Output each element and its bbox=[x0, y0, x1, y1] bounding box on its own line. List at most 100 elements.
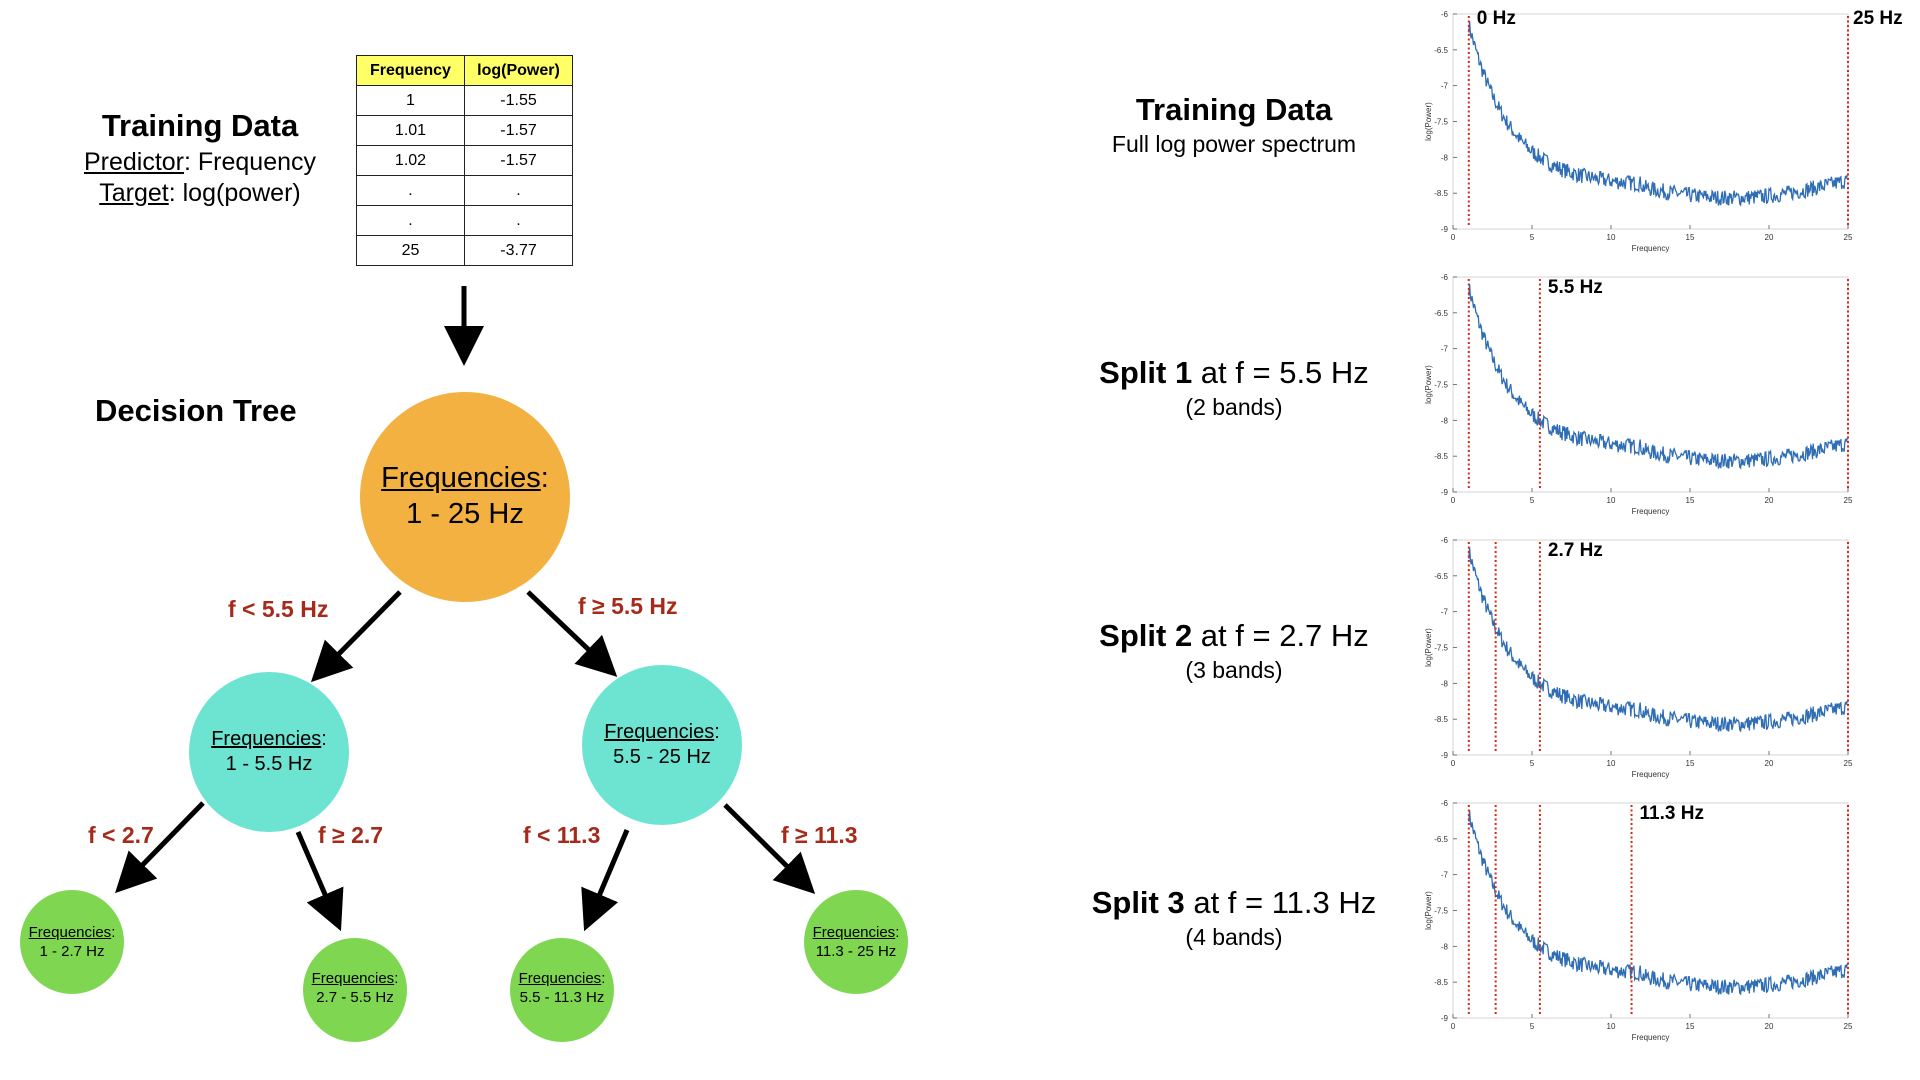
node-root bbox=[360, 392, 570, 602]
edge-right-rr bbox=[723, 803, 816, 895]
y-tick-label: -7 bbox=[1441, 345, 1449, 354]
panel-3-heading: Split 3 at f = 11.3 Hz bbox=[1044, 885, 1424, 921]
y-tick-label: -8.5 bbox=[1434, 978, 1448, 987]
node-label: Frequencies bbox=[812, 924, 896, 941]
x-tick-label: 5 bbox=[1530, 233, 1535, 242]
training-data-title: Training Data bbox=[101, 108, 299, 143]
node-range: 1 - 25 Hz bbox=[406, 498, 524, 531]
panel-3-title: Split 3 at f = 11.3 Hz (4 bands) bbox=[1044, 885, 1424, 951]
y-axis-label: log(Power) bbox=[1424, 628, 1433, 667]
predictor-line: Predictor: Frequency bbox=[60, 148, 340, 177]
panel-title-bold: Split 3 bbox=[1091, 885, 1185, 920]
x-tick-label: 10 bbox=[1607, 233, 1616, 242]
edge-left-lr bbox=[295, 831, 344, 932]
table-cell: -1.55 bbox=[464, 85, 573, 116]
split-top-label: 11.3 Hz bbox=[1640, 803, 1704, 824]
x-tick-label: 5 bbox=[1530, 496, 1535, 505]
panel-title-rest: at f = 11.3 Hz bbox=[1184, 885, 1377, 920]
x-tick-label: 10 bbox=[1607, 759, 1616, 768]
x-tick-label: 5 bbox=[1530, 759, 1535, 768]
table-header-frequency: Frequency bbox=[356, 55, 465, 86]
table-cell: . bbox=[464, 205, 573, 236]
panel-0-title: Training Data Full log power spectrum bbox=[1044, 92, 1424, 158]
table-row: 1 -1.55 bbox=[356, 85, 573, 116]
panel-1-title: Split 1 at f = 5.5 Hz (2 bands) bbox=[1044, 355, 1424, 421]
table-cell: 1 bbox=[356, 85, 465, 116]
y-tick-label: -6 bbox=[1441, 536, 1449, 545]
node-lr-text: Frequencies: 2.7 - 5.5 Hz bbox=[311, 970, 399, 1006]
split-top-label: 0 Hz bbox=[1477, 8, 1516, 29]
y-tick-label: -6.5 bbox=[1434, 572, 1448, 581]
decision-tree-graphic bbox=[20, 286, 908, 1042]
y-tick-label: -6 bbox=[1441, 10, 1449, 19]
condition-left-left: f < 2.7 bbox=[88, 822, 154, 848]
spectrum-line bbox=[1468, 547, 1848, 733]
panel-1-subtitle: (2 bands) bbox=[1185, 394, 1283, 420]
x-tick-label: 20 bbox=[1765, 233, 1774, 242]
y-tick-label: -8 bbox=[1441, 153, 1449, 162]
node-label: Frequencies bbox=[381, 462, 541, 494]
node-label: Frequencies bbox=[211, 728, 322, 750]
plot-frame bbox=[1452, 539, 1849, 756]
node-range: 5.5 - 11.3 Hz bbox=[519, 988, 605, 1006]
panel-title-bold: Training Data bbox=[1135, 92, 1333, 127]
condition-right-left: f < 11.3 bbox=[523, 822, 601, 848]
node-rl bbox=[510, 938, 614, 1042]
predictor-label: Predictor bbox=[83, 148, 185, 176]
split-top-label: 2.7 Hz bbox=[1548, 540, 1603, 561]
y-tick-label: -6.5 bbox=[1434, 309, 1448, 318]
panel-1-heading: Split 1 at f = 5.5 Hz bbox=[1044, 355, 1424, 391]
x-tick-label: 25 bbox=[1844, 496, 1853, 505]
node-range: 2.7 - 5.5 Hz bbox=[316, 988, 394, 1006]
spectrum-line bbox=[1468, 284, 1848, 470]
panel-title-rest: at f = 5.5 Hz bbox=[1192, 355, 1369, 390]
edge-root-left bbox=[310, 590, 402, 683]
y-tick-label: -8 bbox=[1441, 679, 1449, 688]
y-tick-label: -6 bbox=[1441, 799, 1449, 808]
target-label: Target bbox=[99, 179, 169, 207]
node-label: Frequencies bbox=[311, 970, 395, 987]
training-data-table: Frequency log(Power) 1 -1.55 1.01 -1.57 1.… bbox=[356, 55, 573, 266]
edge-left-ll bbox=[115, 801, 205, 894]
condition-right-right: f ≥ 11.3 bbox=[781, 822, 858, 848]
x-tick-label: 25 bbox=[1844, 1022, 1853, 1031]
y-axis-label: log(Power) bbox=[1424, 891, 1433, 930]
y-tick-label: -6.5 bbox=[1434, 46, 1448, 55]
spectrum-plot-3: -6 -6.5 -7 -7.5 -8 -8.5 -90 5 10 15 20 25 Frequency l… bbox=[1424, 799, 1853, 1042]
y-tick-label: -6 bbox=[1441, 273, 1449, 282]
panel-3-subtitle: (4 bands) bbox=[1185, 924, 1283, 950]
x-tick-label: 5 bbox=[1530, 1022, 1535, 1031]
x-tick-label: 0 bbox=[1451, 1022, 1456, 1031]
node-rr-text: Frequencies: 11.3 - 25 Hz bbox=[812, 924, 900, 960]
panel-2-subtitle: (3 bands) bbox=[1185, 657, 1283, 683]
x-tick-label: 0 bbox=[1451, 496, 1456, 505]
node-range: 1 - 5.5 Hz bbox=[225, 753, 313, 775]
x-tick-label: 15 bbox=[1686, 1022, 1695, 1031]
decision-tree-title: Decision Tree bbox=[95, 393, 297, 428]
y-tick-label: -9 bbox=[1441, 751, 1449, 760]
node-label: Frequencies bbox=[518, 970, 602, 987]
spectrum-plot-1: -6 -6.5 -7 -7.5 -8 -8.5 -90 5 10 15 20 25 Frequency l… bbox=[1424, 273, 1853, 516]
panel-2-title: Split 2 at f = 2.7 Hz (3 bands) bbox=[1044, 618, 1424, 684]
y-tick-label: -7 bbox=[1441, 608, 1449, 617]
table-row: .. bbox=[356, 175, 573, 206]
spectrum-plot-2: -6 -6.5 -7 -7.5 -8 -8.5 -90 5 10 15 20 25 Frequency l… bbox=[1424, 536, 1853, 779]
y-tick-label: -7.5 bbox=[1434, 381, 1448, 390]
plot-frame bbox=[1452, 13, 1849, 230]
training-data-block: Training Data Predictor: Frequency Targe… bbox=[60, 108, 340, 208]
x-tick-label: 20 bbox=[1765, 759, 1774, 768]
x-tick-label: 10 bbox=[1607, 1022, 1616, 1031]
node-label: Frequencies bbox=[28, 924, 112, 941]
x-tick-label: 15 bbox=[1686, 759, 1695, 768]
panel-title-rest: at f = 2.7 Hz bbox=[1192, 618, 1369, 653]
x-tick-label: 20 bbox=[1765, 496, 1774, 505]
y-tick-label: -9 bbox=[1441, 225, 1449, 234]
x-axis-label: Frequency bbox=[1632, 770, 1670, 779]
node-rr bbox=[804, 890, 908, 994]
table-header-logpower: log(Power) bbox=[464, 55, 573, 86]
x-tick-label: 20 bbox=[1765, 1022, 1774, 1031]
x-tick-label: 25 bbox=[1844, 233, 1853, 242]
edge-right-rl bbox=[581, 829, 630, 932]
condition-root-right: f ≥ 5.5 Hz bbox=[578, 593, 678, 619]
spectrum-plot-0: -6 -6.5 -7 -7.5 -8 -8.5 -90 5 10 15 20 25 Frequency l… bbox=[1424, 8, 1903, 253]
